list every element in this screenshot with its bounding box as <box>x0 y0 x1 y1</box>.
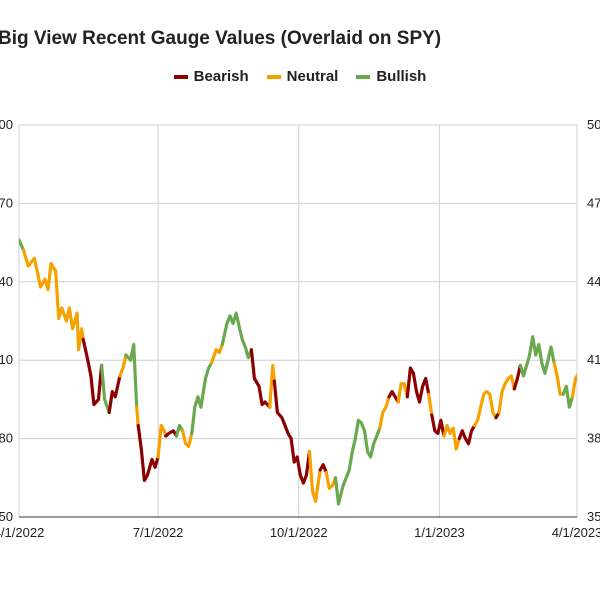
series-line-bearish <box>107 374 122 415</box>
series-line-neutral <box>497 374 516 415</box>
legend-swatch-bearish <box>173 74 188 79</box>
series-line-neutral <box>570 372 577 399</box>
series-line-neutral <box>378 395 391 430</box>
y-tick-label-left: 410 <box>0 352 13 367</box>
series-line-neutral <box>396 382 409 404</box>
x-tick-label: 7/1/2022 <box>133 525 184 540</box>
series-line-bullish <box>174 423 185 438</box>
series-line-neutral <box>473 390 498 428</box>
legend-swatch-neutral <box>266 74 281 79</box>
series-line-bearish <box>81 337 104 407</box>
legend-label-bullish: Bullish <box>376 68 427 85</box>
x-tick-label: 10/1/2022 <box>270 525 328 540</box>
y-tick-label-right: 440 <box>587 274 600 289</box>
legend-item-neutral: Neutral <box>266 68 339 85</box>
series-line-neutral <box>181 429 194 448</box>
legend-label-neutral: Neutral <box>286 68 339 85</box>
y-tick-label-left: 380 <box>0 431 13 446</box>
x-tick-label: 4/1/2022 <box>0 525 44 540</box>
series-line-bearish <box>512 363 522 391</box>
series-line-bearish <box>136 423 160 482</box>
y-tick-label-left: 470 <box>0 195 13 210</box>
y-tick-label-right: 380 <box>587 431 600 446</box>
legend-label-bearish: Bearish <box>193 68 249 85</box>
legend-item-bullish: Bullish <box>356 68 426 85</box>
series-line-bullish <box>220 311 253 360</box>
series-line-neutral <box>22 248 85 352</box>
series-line-neutral <box>324 471 338 490</box>
y-tick-label-left: 500 <box>0 117 13 132</box>
series-line-bearish <box>164 429 179 438</box>
series-line-bearish <box>272 379 312 485</box>
series-line-neutral <box>135 405 140 428</box>
series-line-bullish <box>190 361 214 435</box>
series-line-bullish <box>333 418 382 506</box>
series-line-neutral <box>552 361 565 396</box>
series-line-neutral <box>427 392 434 417</box>
chart-title: Big View Recent Gauge Values (Overlaid o… <box>0 28 442 49</box>
series-line-neutral <box>118 353 128 378</box>
series-line-bullish <box>100 363 111 415</box>
series-line-bearish <box>457 423 477 446</box>
y-tick-label-right: 500 <box>587 117 600 132</box>
series-line-bearish <box>430 413 446 438</box>
series-line-neutral <box>442 423 461 451</box>
series-line-bearish <box>405 366 431 404</box>
x-tick-label: 4/1/2023 <box>552 525 600 540</box>
series-line-neutral <box>268 363 276 409</box>
y-tick-label-left: 440 <box>0 274 13 289</box>
y-tick-label-left: 350 <box>0 509 13 524</box>
y-tick-label-right: 350 <box>587 509 600 524</box>
y-tick-label-right: 470 <box>587 195 600 210</box>
series-line-bullish <box>124 342 139 409</box>
series-line-bullish <box>518 335 556 378</box>
legend-swatch-bullish <box>356 74 371 79</box>
series-line-bearish <box>585 392 600 426</box>
series-line-neutral <box>307 450 322 503</box>
chart-legend: Bearish Neutral Bullish <box>0 68 600 85</box>
legend-item-bearish: Bearish <box>173 68 249 85</box>
series-line-bearish <box>249 348 272 409</box>
series-line-bearish <box>318 463 328 475</box>
x-tick-label: 1/1/2023 <box>414 525 465 540</box>
series-line-bullish <box>561 384 574 409</box>
y-tick-label-right: 410 <box>587 352 600 367</box>
series-line-bullish <box>19 238 26 252</box>
series-line-neutral <box>156 423 168 459</box>
series-line-bearish <box>387 390 400 404</box>
series-line-neutral <box>210 342 224 365</box>
